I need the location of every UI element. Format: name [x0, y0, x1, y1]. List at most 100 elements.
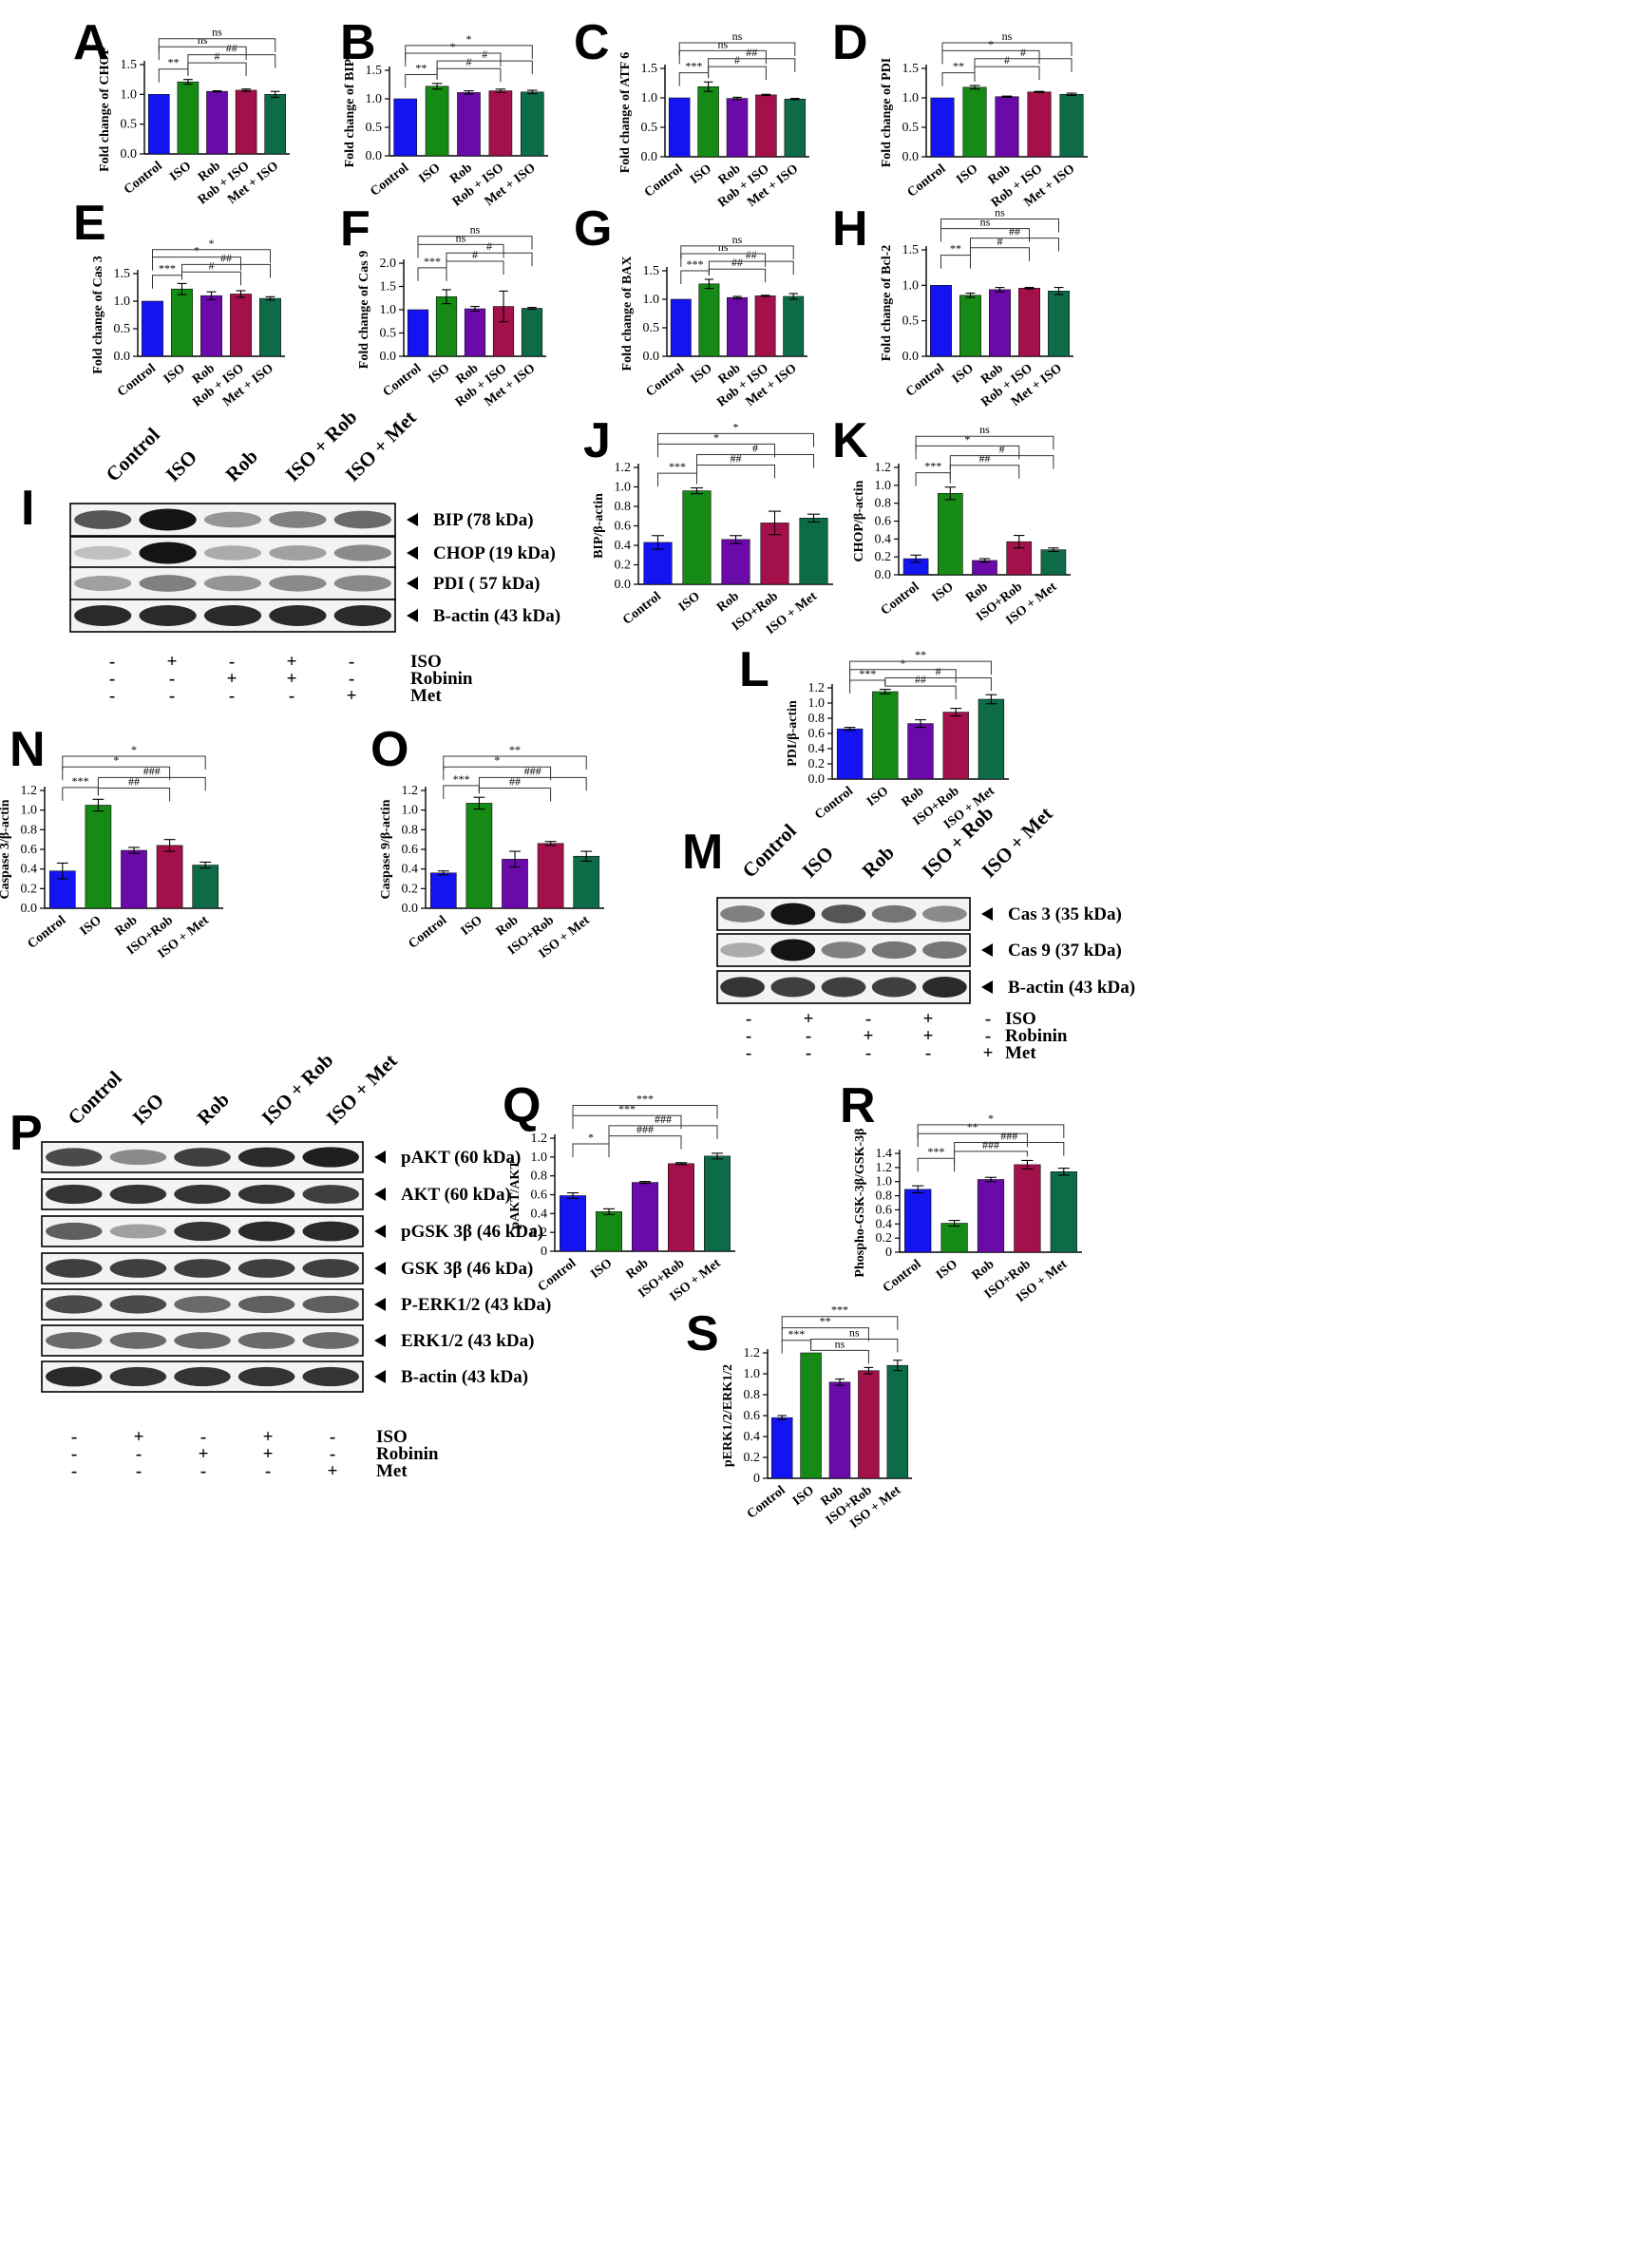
treatment-mark: - — [109, 669, 115, 689]
y-tick-label: 1.5 — [641, 62, 658, 76]
treatment-mark: + — [199, 1444, 209, 1464]
category-label: Control — [879, 580, 922, 618]
y-tick-label: 1.5 — [121, 58, 138, 72]
treatment-mark: - — [806, 1043, 811, 1063]
y-tick-label: 0.6 — [744, 1409, 761, 1423]
band — [269, 544, 327, 561]
significance-bracket — [708, 66, 767, 81]
band — [203, 604, 262, 627]
y-axis-label: Fold change of Cas 3 — [91, 256, 105, 373]
band — [770, 903, 816, 925]
y-tick-label: 1.2 — [876, 1161, 893, 1175]
y-axis-label: pAKT/AKT — [508, 1160, 522, 1229]
significance-label: *** — [927, 1145, 944, 1158]
y-tick-label: 0.5 — [366, 121, 383, 135]
y-tick-label: 0.4 — [615, 539, 632, 553]
panel-letter-F: F — [340, 201, 370, 257]
y-tick-label: 1.0 — [531, 1151, 548, 1165]
significance-label: ## — [1009, 225, 1020, 238]
significance-bracket — [810, 1338, 899, 1353]
chart-F: 0.0 0.5 1.0 1.5 2.0 Fold change of Cas 9 Contr… — [357, 223, 546, 410]
bar-Q-4 — [704, 1155, 731, 1252]
chart-G: 0.0 0.5 1.0 1.5 Fold change of BAX Control ISO… — [620, 233, 807, 410]
treatment-label: Robinin — [376, 1444, 439, 1464]
bar-Q-3 — [668, 1163, 694, 1252]
significance-label: ** — [509, 743, 521, 756]
y-tick-label: 0.8 — [531, 1170, 548, 1184]
treatment-mark: - — [746, 1026, 751, 1046]
band — [821, 942, 866, 959]
panel-letter-G: G — [574, 201, 612, 257]
y-tick-label: 0.0 — [366, 149, 383, 163]
significance-label: *** — [687, 257, 704, 271]
y-tick-label: 1.0 — [114, 295, 131, 309]
bar-A-0 — [147, 94, 170, 155]
chart-O: 0.0 0.2 0.4 0.6 0.8 1.0 1.2 Caspase 9/β-actin Co… — [379, 743, 604, 961]
y-axis-label: BIP/β-actin — [592, 493, 606, 559]
bar-H-4 — [1048, 291, 1070, 357]
bar-O-4 — [573, 855, 600, 909]
category-label: ISO — [459, 913, 485, 939]
band — [46, 1184, 103, 1205]
y-tick-label: 0.5 — [902, 314, 920, 329]
significance-bracket — [62, 755, 206, 771]
y-tick-label: 0 — [885, 1246, 892, 1260]
bar-E-0 — [142, 300, 163, 357]
bar-K-4 — [1040, 549, 1067, 576]
band — [871, 904, 917, 923]
bar-O-0 — [429, 872, 457, 909]
y-tick-label: 1.0 — [380, 303, 397, 317]
significance-label: ### — [143, 764, 161, 777]
y-axis-label: Fold change of ATF 6 — [618, 52, 633, 174]
band — [174, 1366, 231, 1387]
category-label: Control — [903, 361, 947, 399]
y-axis-label: Phospho-GSK-3β/GSK-3β — [853, 1128, 867, 1277]
y-tick-label: 1.0 — [21, 804, 38, 818]
bar-E-4 — [259, 297, 281, 357]
category-label: Control — [115, 361, 159, 399]
treatment-mark: + — [167, 652, 178, 672]
category-label: ISO — [688, 162, 714, 187]
y-axis-label: Caspase 3/β-actin — [0, 799, 12, 899]
band — [203, 575, 262, 592]
treatment-mark: - — [746, 1009, 751, 1029]
y-axis-label: Fold change of Cas 9 — [357, 251, 371, 369]
band — [174, 1221, 231, 1242]
bar-J-4 — [799, 517, 828, 585]
band — [74, 575, 132, 592]
band — [720, 977, 766, 998]
y-tick-label: 1.5 — [380, 280, 397, 295]
bar-L-3 — [942, 712, 969, 780]
y-tick-label: 1.0 — [402, 804, 419, 818]
significance-label: * — [194, 244, 199, 257]
significance-label: * — [494, 753, 500, 767]
treatment-mark: - — [349, 652, 354, 672]
bar-J-2 — [721, 539, 750, 585]
treatment-mark: - — [71, 1427, 77, 1447]
band — [203, 511, 262, 528]
significance-bracket — [572, 1143, 610, 1157]
y-tick-label: 0.4 — [531, 1207, 548, 1221]
chart-K: 0.0 0.2 0.4 0.6 0.8 1.0 1.2 CHOP/β-actin Control… — [852, 423, 1071, 628]
y-tick-label: 1.0 — [643, 293, 660, 307]
band — [46, 1259, 103, 1278]
significance-bracket — [158, 46, 247, 61]
bar-D-2 — [995, 96, 1019, 158]
band — [237, 1184, 295, 1205]
panel-letter-L: L — [739, 642, 769, 697]
panel-letter-J: J — [583, 413, 611, 468]
significance-label: # — [215, 49, 220, 63]
significance-bracket — [680, 253, 767, 267]
significance-bracket — [572, 1104, 718, 1119]
band — [333, 510, 391, 529]
chart-E: 0.0 0.5 1.0 1.5 Fold change of Cas 3 Control I… — [91, 237, 285, 410]
arrowhead-icon — [981, 907, 993, 921]
significance-label: * — [113, 753, 119, 767]
band — [237, 1259, 295, 1278]
blot-row: GSK 3β (46 kDa) — [41, 1252, 533, 1284]
treatment-mark: - — [136, 1444, 142, 1464]
y-tick-label: 1.5 — [902, 243, 920, 257]
bar-Q-0 — [560, 1195, 586, 1252]
bar-N-4 — [192, 865, 219, 909]
